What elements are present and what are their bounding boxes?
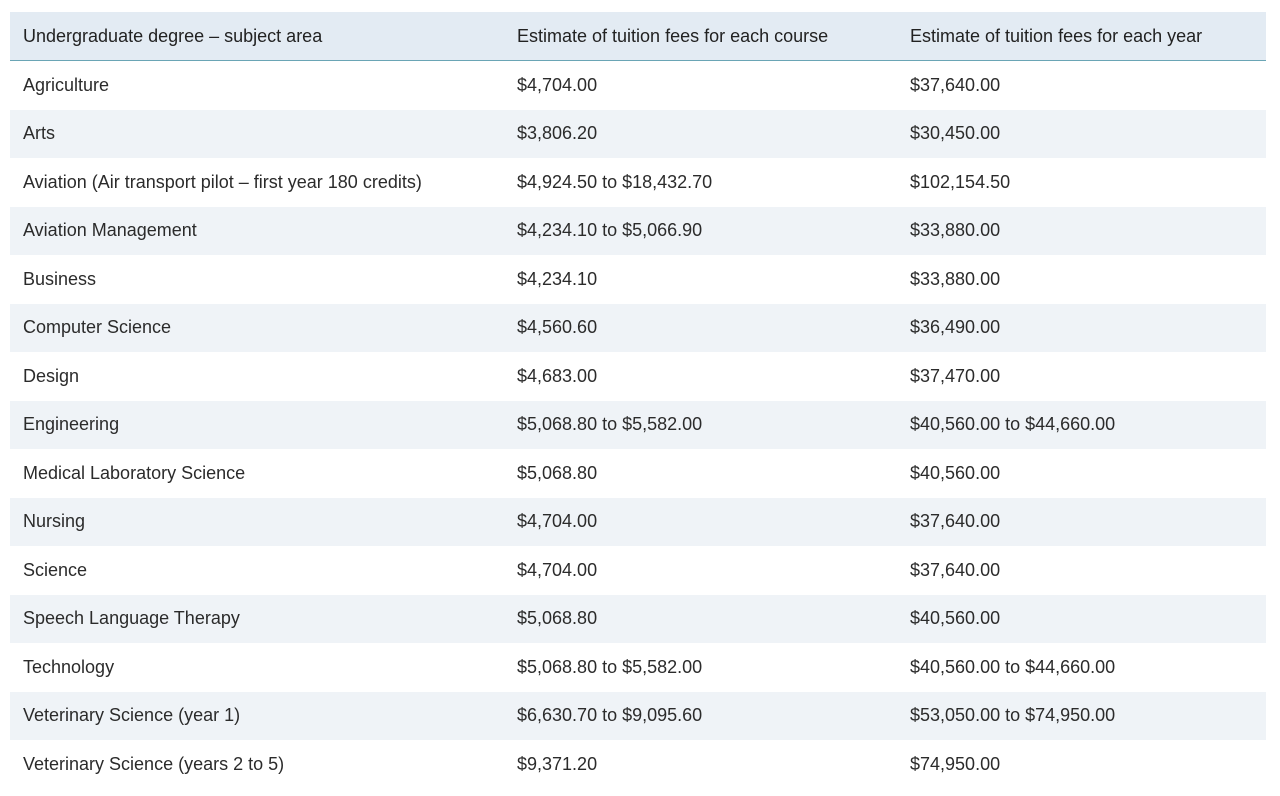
table-row: Design $4,683.00 $37,470.00: [10, 352, 1266, 401]
year-fee-cell: $74,950.00: [910, 753, 1001, 774]
subject-area-cell: Design: [23, 365, 80, 386]
table-row: Nursing $4,704.00 $37,640.00: [10, 497, 1266, 546]
column-header-yearly-fees: Estimate of tuition fees for each year: [910, 25, 1203, 46]
subject-area-cell: Nursing: [23, 511, 86, 532]
course-fee-cell: $5,068.80: [517, 462, 598, 483]
course-fee-cell: $4,234.10: [517, 268, 598, 289]
table-row: Technology $5,068.80 to $5,582.00 $40,56…: [10, 643, 1266, 692]
subject-area-cell: Veterinary Science (year 1): [23, 705, 241, 726]
year-fee-cell: $40,560.00 to $44,660.00: [910, 414, 1116, 435]
course-fee-cell: $4,704.00: [517, 511, 598, 532]
year-fee-cell: $40,560.00 to $44,660.00: [910, 656, 1116, 677]
course-fee-cell: $4,704.00: [517, 559, 598, 580]
subject-area-cell: Arts: [23, 123, 56, 144]
subject-area-cell: Aviation (Air transport pilot – first ye…: [23, 171, 422, 192]
year-fee-cell: $36,490.00: [910, 317, 1001, 338]
header-row: Undergraduate degree – subject area Esti…: [10, 12, 1266, 61]
table-header: Undergraduate degree – subject area Esti…: [10, 12, 1266, 61]
table-row: Business $4,234.10 $33,880.00: [10, 255, 1266, 304]
table-row: Veterinary Science (year 1) $6,630.70 to…: [10, 691, 1266, 740]
tuition-fees-table: Undergraduate degree – subject area Esti…: [10, 12, 1266, 789]
year-fee-cell: $37,640.00: [910, 74, 1001, 95]
subject-area-cell: Veterinary Science (years 2 to 5): [23, 753, 285, 774]
table-row: Aviation Management $4,234.10 to $5,066.…: [10, 206, 1266, 255]
table-row: Agriculture $4,704.00 $37,640.00: [10, 60, 1266, 110]
subject-area-cell: Business: [23, 268, 97, 289]
year-fee-cell: $33,880.00: [910, 220, 1001, 241]
course-fee-cell: $6,630.70 to $9,095.60: [517, 705, 703, 726]
year-fee-cell: $30,450.00: [910, 123, 1001, 144]
course-fee-cell: $5,068.80: [517, 608, 598, 629]
year-fee-cell: $40,560.00: [910, 608, 1001, 629]
table-row: Science $4,704.00 $37,640.00: [10, 546, 1266, 595]
course-fee-cell: $4,683.00: [517, 365, 598, 386]
year-fee-cell: $102,154.50: [910, 171, 1011, 192]
subject-area-cell: Science: [23, 559, 88, 580]
course-fee-cell: $4,560.60: [517, 317, 598, 338]
course-fee-cell: $5,068.80 to $5,582.00: [517, 414, 703, 435]
course-fee-cell: $4,924.50 to $18,432.70: [517, 171, 713, 192]
course-fee-cell: $5,068.80 to $5,582.00: [517, 656, 703, 677]
year-fee-cell: $40,560.00: [910, 462, 1001, 483]
year-fee-cell: $53,050.00 to $74,950.00: [910, 705, 1116, 726]
column-header-course-fees: Estimate of tuition fees for each course: [517, 25, 829, 46]
year-fee-cell: $37,470.00: [910, 365, 1001, 386]
subject-area-cell: Aviation Management: [23, 220, 197, 241]
subject-area-cell: Computer Science: [23, 317, 172, 338]
year-fee-cell: $33,880.00: [910, 268, 1001, 289]
table-row: Veterinary Science (years 2 to 5) $9,371…: [10, 740, 1266, 789]
subject-area-cell: Speech Language Therapy: [23, 608, 240, 629]
year-fee-cell: $37,640.00: [910, 511, 1001, 532]
subject-area-cell: Medical Laboratory Science: [23, 462, 246, 483]
subject-area-cell: Agriculture: [23, 74, 110, 95]
table-row: Arts $3,806.20 $30,450.00: [10, 109, 1266, 158]
course-fee-cell: $9,371.20: [517, 753, 598, 774]
subject-area-cell: Engineering: [23, 414, 120, 435]
fees-table-container: Undergraduate degree – subject area Esti…: [10, 12, 1266, 789]
course-fee-cell: $4,704.00: [517, 74, 598, 95]
table-row: Aviation (Air transport pilot – first ye…: [10, 158, 1266, 207]
table-row: Computer Science $4,560.60 $36,490.00: [10, 303, 1266, 352]
table-row: Speech Language Therapy $5,068.80 $40,56…: [10, 594, 1266, 643]
year-fee-cell: $37,640.00: [910, 559, 1001, 580]
table-body: Agriculture $4,704.00 $37,640.00 Arts $3…: [10, 60, 1266, 789]
course-fee-cell: $4,234.10 to $5,066.90: [517, 220, 703, 241]
subject-area-cell: Technology: [23, 656, 115, 677]
column-header-subject-area: Undergraduate degree – subject area: [23, 25, 323, 46]
course-fee-cell: $3,806.20: [517, 123, 598, 144]
table-row: Medical Laboratory Science $5,068.80 $40…: [10, 449, 1266, 498]
table-row: Engineering $5,068.80 to $5,582.00 $40,5…: [10, 400, 1266, 449]
